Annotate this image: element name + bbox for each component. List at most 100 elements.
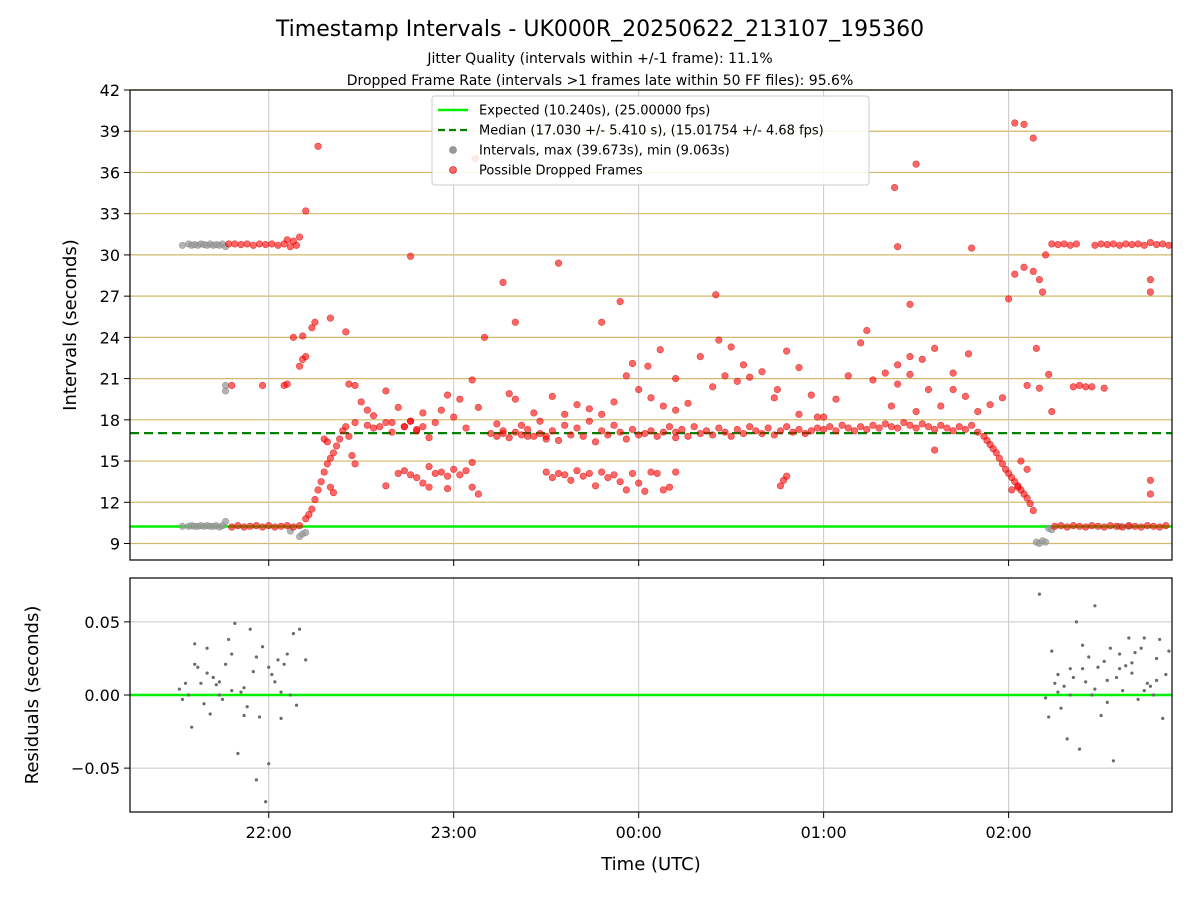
residual-point (1136, 697, 1140, 701)
dropped-frame-point (690, 423, 698, 431)
dropped-frame-point (635, 431, 643, 439)
intervals-y-axis-label: Intervals (seconds) (60, 239, 81, 411)
dropped-frame-point (635, 479, 643, 487)
dropped-frame-point (986, 401, 994, 409)
dropped-frame-point (554, 259, 563, 267)
dropped-frame-point (342, 423, 350, 431)
dropped-frame-point (773, 385, 781, 394)
dropped-frame-point (382, 387, 390, 395)
dropped-frame-point (894, 243, 902, 251)
dropped-frame-point (1082, 523, 1090, 531)
dropped-frame-point (443, 391, 452, 399)
residual-point (1124, 664, 1128, 668)
dropped-frame-point (995, 454, 1003, 462)
dropped-frame-point (832, 427, 840, 435)
dropped-frame-point (567, 476, 575, 484)
dropped-frame-point (413, 473, 421, 482)
dropped-frame-point (289, 333, 297, 341)
dropped-frame-point (906, 353, 914, 361)
residual-point (1044, 696, 1048, 700)
dropped-frame-point (770, 394, 778, 402)
dropped-frame-point (715, 336, 723, 344)
residual-point (180, 697, 185, 701)
residual-point (230, 652, 234, 656)
dropped-frame-point (561, 410, 569, 418)
residual-point (233, 621, 237, 625)
y-tick-label: 27 (100, 287, 120, 306)
residual-point (276, 658, 280, 662)
dropped-frame-point (329, 449, 338, 457)
residual-point (297, 627, 302, 631)
y-tick-label: −0.05 (71, 759, 120, 778)
dropped-frame-point (616, 428, 624, 436)
dropped-frame-point (305, 511, 313, 519)
dropped-frame-point (499, 278, 507, 286)
dropped-frame-point (628, 359, 637, 368)
dropped-frame-point (268, 240, 276, 248)
dropped-frame-point (585, 405, 593, 413)
dropped-frame-point (1020, 120, 1028, 128)
dropped-frame-point (653, 469, 661, 478)
dropped-frame-point (1008, 486, 1016, 494)
dropped-frame-point (271, 523, 279, 531)
dropped-frame-point (530, 432, 538, 440)
residual-point (1121, 689, 1125, 693)
dropped-frame-point (554, 469, 563, 478)
dropped-frame-point (1048, 407, 1056, 416)
residual-point (282, 662, 286, 666)
dropped-frame-point (752, 427, 760, 435)
dropped-frame-point (813, 424, 822, 432)
residual-point (288, 693, 292, 697)
dropped-frame-point (598, 318, 606, 326)
dropped-frame-point (258, 381, 267, 390)
residual-point (1105, 700, 1109, 704)
dropped-frame-point (265, 522, 273, 530)
dropped-frame-point (542, 468, 550, 476)
dropped-frame-point (598, 427, 606, 435)
dropped-frame-point (610, 398, 618, 406)
dropped-frame-point (249, 241, 257, 249)
dropped-frame-point (869, 421, 877, 429)
dropped-frame-point (783, 423, 791, 431)
dropped-frame-point (326, 314, 334, 322)
dropped-frame-point (517, 431, 526, 439)
dropped-frame-point (419, 479, 427, 487)
residual-point (214, 683, 218, 687)
residual-point (294, 703, 299, 707)
residual-point (1071, 675, 1075, 680)
y-tick-label: 18 (100, 411, 120, 430)
dropped-frame-point (1097, 240, 1105, 248)
dropped-frame-point (342, 328, 350, 336)
dropped-frame-point (573, 424, 581, 432)
dropped-frame-point (721, 372, 729, 380)
residual-point (1084, 680, 1088, 684)
residual-point (177, 687, 181, 691)
residual-point (1108, 646, 1112, 650)
residuals-points (177, 592, 1171, 804)
residual-point (1087, 655, 1091, 659)
residual-point (270, 672, 274, 677)
residual-point (1080, 643, 1085, 647)
dropped-frame-point (237, 241, 245, 249)
dropped-frame-point (820, 413, 828, 421)
dropped-frame-point (1128, 241, 1136, 249)
dropped-frame-point (1146, 276, 1155, 284)
dropped-frame-point (1112, 522, 1121, 530)
dropped-frame-point (548, 427, 556, 435)
dropped-frame-point (770, 431, 778, 439)
dropped-frame-point (1026, 500, 1034, 508)
dropped-frame-point (1029, 267, 1037, 276)
dropped-frame-point (727, 343, 735, 351)
dropped-frame-point (961, 425, 970, 434)
residual-point (1062, 684, 1066, 688)
dropped-frame-point (832, 395, 840, 403)
dropped-frame-point (789, 428, 797, 436)
dropped-frame-point (1023, 381, 1031, 390)
dropped-frame-point (419, 423, 427, 431)
interval-point (178, 522, 187, 530)
dropped-frame-point (283, 522, 291, 530)
dropped-frame-point (838, 421, 846, 429)
dropped-frame-point (1045, 370, 1053, 379)
dropped-frame-point (1152, 241, 1161, 249)
dropped-frame-point (1020, 263, 1028, 271)
